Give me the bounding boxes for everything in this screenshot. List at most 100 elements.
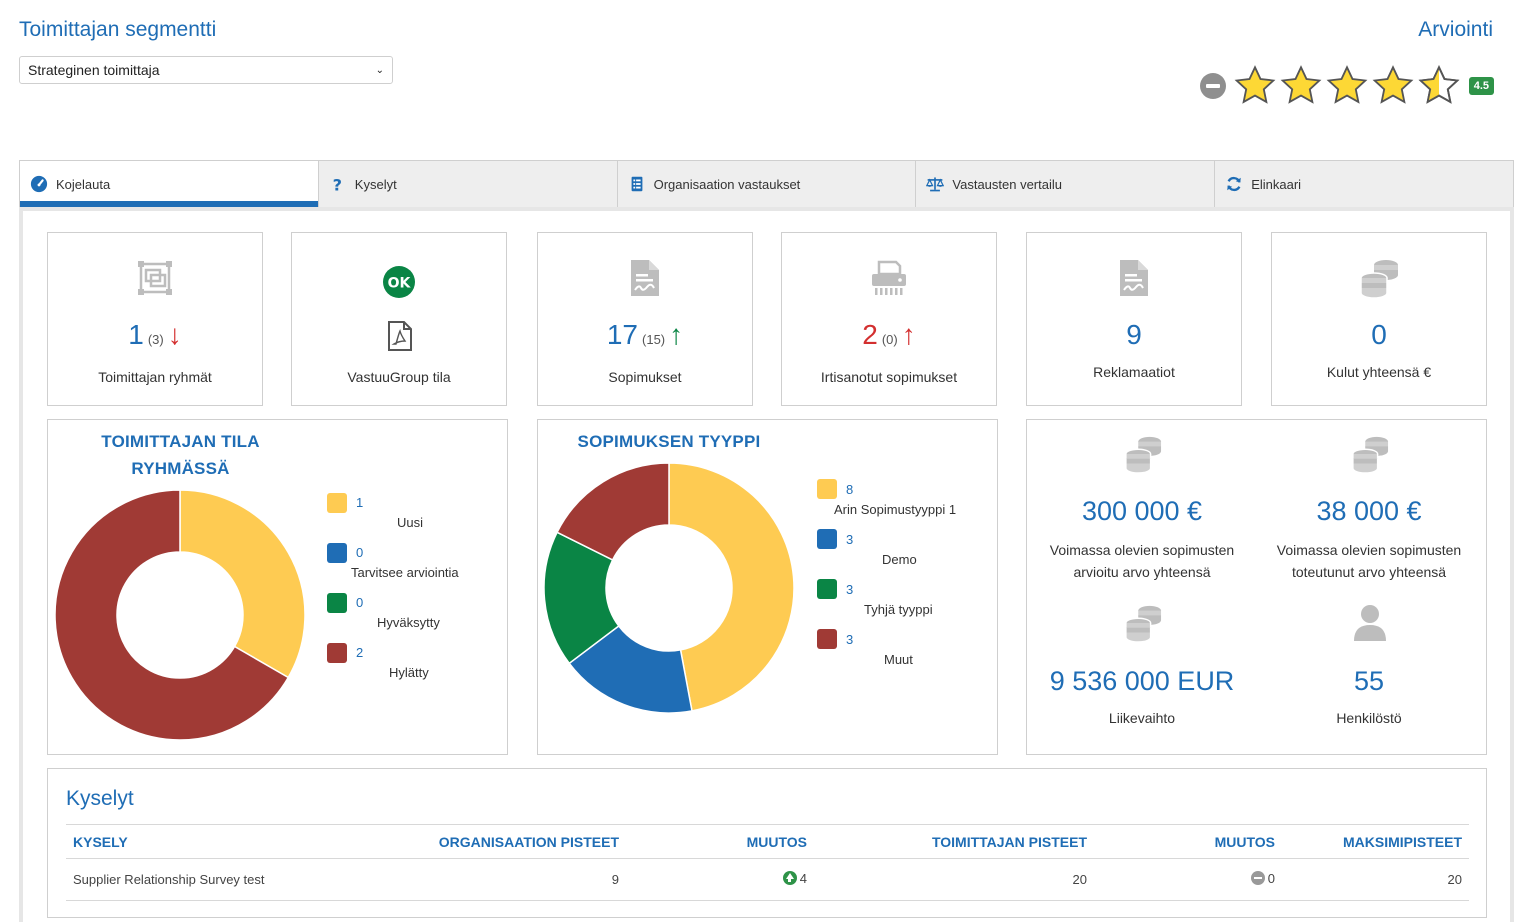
column-header[interactable]: TOIMITTAJAN PISTEET [814,824,1094,859]
kpi-card-contracts[interactable]: 17 (15) ↑ Sopimukset [537,232,753,406]
kpi-card-complaints[interactable]: 9 Reklamaatiot [1026,232,1242,406]
financials-card: 300 000 € 38 000 € Voimassa olevien sopi… [1026,419,1487,755]
column-header[interactable]: ORGANISAATION PISTEET [386,824,626,859]
supplier-points: 20 [814,858,1094,901]
star-half-icon[interactable] [1417,64,1461,108]
star-icon[interactable] [1371,64,1415,108]
rating-title: Arviointi [1418,18,1493,41]
kpi-card-terminated[interactable]: 2 (0) ↑ Irtisanotut sopimukset [781,232,997,406]
kpi-previous-value: (15) [642,332,666,347]
kpi-card-groups[interactable]: 1 (3) ↓ Toimittajan ryhmät [47,232,263,406]
tab-label: Vastausten vertailu [952,176,1062,192]
legend-swatch[interactable] [327,543,347,563]
legend-label: Demo [882,552,917,567]
donut-chart [54,489,306,741]
kpi-label: Reklamaatiot [1093,364,1175,380]
user-icon [1354,605,1386,641]
legend-value: 0 [356,545,364,560]
kpi-value: 0 [1272,319,1486,351]
question-icon: ? [332,175,341,193]
kpi-previous-value: (0) [881,332,898,347]
kpi-main-value: 9 [1126,319,1142,350]
change-value: 0 [1267,870,1275,886]
donut-slice-hylätty[interactable] [54,489,290,741]
kpi-value: 2 (0) ↑ [782,319,996,351]
tab-organisaation-vastaukset[interactable]: Organisaation vastaukset [617,161,917,207]
coins-icon [1352,436,1389,473]
legend-label: Arin Sopimustyyppi 1 [834,502,957,517]
list-icon [631,176,642,192]
legend-swatch[interactable] [817,529,837,549]
pdf-icon [388,321,412,351]
kpi-label: VastuuGroup tila [347,369,451,385]
donut-chart [543,462,795,714]
kpi-value: 9 [1027,319,1241,351]
column-header[interactable]: MAKSIMIPISTEET [1282,824,1469,859]
star-icon[interactable] [1233,64,1277,108]
kpi-main-value: 2 [862,319,878,350]
arrow-up-circle-icon [782,871,797,886]
segment-select-value: Strateginen toimittaja [28,62,160,78]
label-line: arvioitu arvo yhteensä [1073,564,1211,580]
donut-slice-arin-sopimustyyppi-1[interactable] [668,462,795,712]
ok-badge-text: OK [388,276,412,292]
staff-label: Henkilöstö [1336,710,1402,726]
kpi-label: Irtisanotut sopimukset [820,369,958,385]
chevron-down-icon: ⌄ [375,64,384,76]
legend-label: Uusi [397,515,424,530]
supplier-change: 0 [1094,858,1282,901]
coins-icon [1360,260,1398,298]
surveys-table: KYSELY ORGANISAATION PISTEET MUUTOS TOIM… [66,824,1469,901]
tab-elinkaari[interactable]: Elinkaari [1215,161,1513,207]
legend-swatch[interactable] [817,579,837,599]
contract-realized-value: 38 000 € [1316,496,1422,526]
legend-swatch[interactable] [327,643,347,663]
ok-badge-icon: OK [383,266,415,298]
tab-vastausten-vertailu[interactable]: Vastausten vertailu [916,161,1216,207]
segment-select[interactable]: Strateginen toimittaja ⌄ [19,56,393,84]
staff-value: 55 [1353,666,1385,696]
donut-slice-uusi[interactable] [179,489,306,679]
label-line: Voimassa olevien sopimusten [1049,542,1235,558]
column-header[interactable]: KYSELY [66,824,386,859]
star-icon[interactable] [1279,64,1323,108]
table-header-row: KYSELY ORGANISAATION PISTEET MUUTOS TOIM… [66,824,1469,859]
legend-swatch[interactable] [817,629,837,649]
legend-value: 3 [846,582,854,597]
contract-realized-label: Voimassa olevien sopimusten toteutunut a… [1254,539,1484,583]
kpi-main-value: 17 [606,319,639,350]
legend-value: 8 [846,482,854,497]
legend-swatch[interactable] [327,593,347,613]
legend-label: Muut [884,652,913,667]
refresh-icon [1227,176,1241,192]
column-header[interactable]: MUUTOS [1094,824,1282,859]
legend-swatch[interactable] [817,479,837,499]
kpi-label: Kulut yhteensä € [1326,364,1432,380]
kpi-label: Sopimukset [608,369,682,385]
tab-bar: Kojelauta ? Kyselyt Organisaation vastau… [19,160,1514,207]
chart-title: TOIMITTAJAN TILA RYHMÄSSÄ [78,428,283,482]
scale-icon [926,177,945,192]
kpi-main-value: 1 [128,319,144,350]
rating-stars: 4.5 [1199,64,1494,108]
kpi-card-vastuugroup[interactable]: OK VastuuGroup tila [291,232,507,406]
legend-swatch[interactable] [327,493,347,513]
donut-slice-muut[interactable] [556,462,670,561]
tab-kojelauta[interactable]: Kojelauta [20,161,319,207]
clear-rating-icon[interactable] [1199,73,1226,99]
revenue-label: Liikevaihto [1108,710,1176,726]
legend-value: 2 [356,645,364,660]
kpi-main-value: 0 [1371,319,1387,350]
contract-icon [631,260,659,296]
contract-estimated-label: Voimassa olevien sopimusten arvioitu arv… [1027,539,1257,583]
tab-kyselyt[interactable]: ? Kyselyt [318,161,618,207]
survey-name[interactable]: Supplier Relationship Survey test [66,858,386,901]
svg-text:?: ? [332,175,341,193]
star-icon[interactable] [1325,64,1369,108]
tab-label: Kyselyt [354,176,397,192]
table-row[interactable]: Supplier Relationship Survey test 9 4 20… [66,858,1469,901]
tab-label: Kojelauta [56,176,111,192]
kpi-card-costs[interactable]: 0 Kulut yhteensä € [1271,232,1487,406]
column-header[interactable]: MUUTOS [626,824,814,859]
surveys-title: Kyselyt [66,787,134,810]
